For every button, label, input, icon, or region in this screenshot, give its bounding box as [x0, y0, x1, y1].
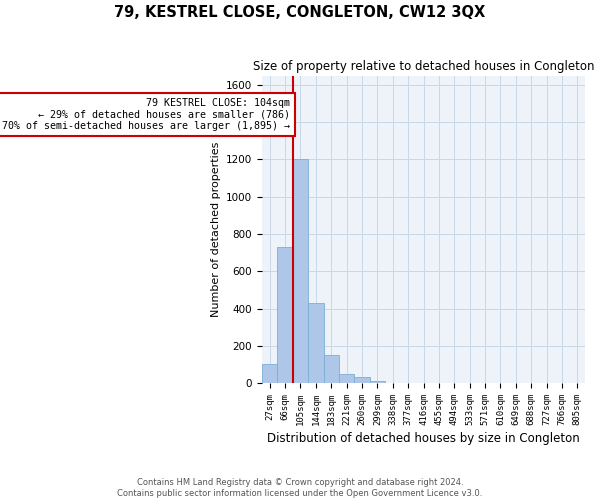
Text: Contains HM Land Registry data © Crown copyright and database right 2024.
Contai: Contains HM Land Registry data © Crown c… [118, 478, 482, 498]
Bar [277, 247, 293, 383]
Y-axis label: Number of detached properties: Number of detached properties [211, 142, 221, 317]
Bar [308, 303, 323, 383]
Text: 79, KESTREL CLOSE, CONGLETON, CW12 3QX: 79, KESTREL CLOSE, CONGLETON, CW12 3QX [115, 5, 485, 20]
Title: Size of property relative to detached houses in Congleton: Size of property relative to detached ho… [253, 60, 594, 73]
Bar [262, 364, 277, 383]
X-axis label: Distribution of detached houses by size in Congleton: Distribution of detached houses by size … [267, 432, 580, 445]
Bar [339, 374, 355, 383]
Bar [370, 381, 385, 383]
Bar [323, 355, 339, 383]
Text: 79 KESTREL CLOSE: 104sqm
← 29% of detached houses are smaller (786)
70% of semi-: 79 KESTREL CLOSE: 104sqm ← 29% of detach… [2, 98, 290, 131]
Bar [293, 160, 308, 383]
Bar [355, 378, 370, 383]
